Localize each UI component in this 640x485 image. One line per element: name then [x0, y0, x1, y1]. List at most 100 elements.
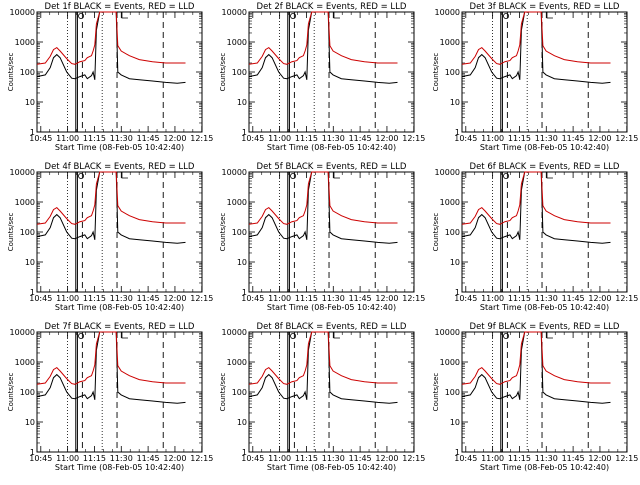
interval-bracket-marker [546, 332, 553, 339]
x-tick-label: 10:45 [29, 294, 52, 303]
y-tick-label: 10 [25, 258, 35, 267]
y-tick-label: 1 [455, 448, 460, 457]
y-tick-label: 10 [450, 258, 460, 267]
detector-panel-1f: 1 10 100 1000 10000 10:45 11:00 11:15 11:30 11:45… [7, 2, 213, 152]
x-tick-label: 11:45 [137, 294, 160, 303]
x-tick-label: 11:30 [110, 134, 133, 143]
x-tick-label: 11:45 [349, 454, 372, 463]
x-tick-label: 11:00 [56, 454, 79, 463]
x-tick-label: 11:30 [535, 454, 558, 463]
x-tick-label: 11:00 [481, 454, 504, 463]
x-tick-label: 11:45 [137, 134, 160, 143]
x-tick-label: 11:45 [562, 454, 585, 463]
panel-title: Det 8f BLACK = Events, RED = LLD [257, 322, 407, 332]
x-tick-label: 10:45 [29, 454, 52, 463]
x-tick-label: 11:45 [562, 134, 585, 143]
x-tick-label: 11:30 [535, 134, 558, 143]
interval-bracket-marker [121, 332, 128, 339]
x-tick-label: 10:45 [241, 454, 264, 463]
y-tick-label: 10000 [222, 328, 247, 337]
series-line-events [36, 11, 186, 84]
x-tick-label: 11:45 [562, 294, 585, 303]
y-tick-label: 1000 [15, 198, 35, 207]
x-axis-label: Start Time (08-Feb-05 10:42:40) [267, 303, 396, 312]
series-line-events [36, 171, 186, 244]
y-tick-label: 1000 [15, 358, 35, 367]
x-tick-label: 10:45 [241, 294, 264, 303]
y-tick-label: 100 [232, 228, 247, 237]
x-tick-label: 12:15 [190, 454, 213, 463]
series-line-lld [461, 331, 611, 385]
x-tick-label: 10:45 [29, 134, 52, 143]
y-tick-label: 10000 [435, 8, 460, 17]
detector-panel-6f: 1 10 100 1000 10000 10:45 11:00 11:15 11:30 11:45… [432, 162, 638, 312]
series-line-lld [461, 11, 611, 65]
y-tick-label: 10000 [435, 168, 460, 177]
x-tick-label: 12:00 [375, 134, 398, 143]
x-tick-label: 11:30 [110, 454, 133, 463]
x-axis-label: Start Time (08-Feb-05 10:42:40) [480, 143, 609, 152]
x-axis-label: Start Time (08-Feb-05 10:42:40) [480, 303, 609, 312]
x-axis-label: Start Time (08-Feb-05 10:42:40) [55, 463, 184, 472]
y-tick-label: 10000 [222, 168, 247, 177]
y-tick-label: 100 [20, 228, 35, 237]
plot-frame [248, 171, 415, 293]
x-tick-label: 11:00 [481, 294, 504, 303]
x-tick-label: 12:15 [190, 294, 213, 303]
y-tick-label: 100 [445, 228, 460, 237]
x-tick-label: 11:15 [508, 294, 531, 303]
x-tick-label: 11:30 [322, 134, 345, 143]
series-line-lld [248, 331, 398, 385]
panel-title: Det 1f BLACK = Events, RED = LLD [45, 2, 195, 12]
panel-title: Det 3f BLACK = Events, RED = LLD [470, 2, 620, 12]
y-tick-label: 1 [242, 448, 247, 457]
y-tick-label: 1000 [440, 198, 460, 207]
x-tick-label: 10:45 [454, 294, 477, 303]
y-tick-label: 1 [30, 128, 35, 137]
y-tick-label: 1 [455, 288, 460, 297]
x-tick-label: 11:00 [268, 134, 291, 143]
panel-title: Det 2f BLACK = Events, RED = LLD [257, 2, 407, 12]
y-tick-label: 100 [232, 388, 247, 397]
y-tick-label: 10000 [222, 8, 247, 17]
y-tick-label: 100 [20, 388, 35, 397]
interval-circle-marker [78, 332, 85, 339]
detector-panel-4f: 1 10 100 1000 10000 10:45 11:00 11:15 11:30 11:45… [7, 162, 213, 312]
y-axis-label: Counts/sec [7, 53, 15, 92]
y-tick-label: 10000 [10, 328, 35, 337]
x-tick-label: 12:15 [615, 454, 638, 463]
x-tick-label: 11:00 [481, 134, 504, 143]
x-tick-label: 11:15 [295, 294, 318, 303]
detector-panel-7f: 1 10 100 1000 10000 10:45 11:00 11:15 11:30 11:45… [7, 322, 213, 472]
y-axis-label: Counts/sec [219, 53, 227, 92]
interval-circle-marker [78, 12, 85, 19]
y-tick-label: 100 [445, 388, 460, 397]
x-tick-label: 11:15 [83, 294, 106, 303]
panel-title: Det 9f BLACK = Events, RED = LLD [470, 322, 620, 332]
x-tick-label: 11:45 [349, 134, 372, 143]
y-tick-label: 10 [450, 98, 460, 107]
x-tick-label: 11:15 [83, 454, 106, 463]
x-tick-label: 11:30 [322, 294, 345, 303]
y-tick-label: 1 [30, 288, 35, 297]
y-tick-label: 10 [237, 98, 247, 107]
plot-frame [36, 331, 203, 453]
x-axis-label: Start Time (08-Feb-05 10:42:40) [55, 303, 184, 312]
plot-frame [461, 331, 628, 453]
y-tick-label: 1 [30, 448, 35, 457]
interval-circle-marker [290, 172, 297, 179]
detector-panel-5f: 1 10 100 1000 10000 10:45 11:00 11:15 11:30 11:45… [219, 162, 425, 312]
series-line-events [461, 11, 611, 84]
y-axis-label: Counts/sec [7, 213, 15, 252]
series-line-events [461, 331, 611, 404]
detector-panel-9f: 1 10 100 1000 10000 10:45 11:00 11:15 11:30 11:45… [432, 322, 638, 472]
interval-circle-marker [290, 332, 297, 339]
x-tick-label: 12:00 [375, 294, 398, 303]
panel-title: Det 6f BLACK = Events, RED = LLD [470, 162, 620, 172]
plot-frame [248, 331, 415, 453]
interval-bracket-marker [333, 172, 340, 179]
y-axis-label: Counts/sec [219, 213, 227, 252]
x-tick-label: 12:00 [163, 454, 186, 463]
y-tick-label: 10 [25, 98, 35, 107]
